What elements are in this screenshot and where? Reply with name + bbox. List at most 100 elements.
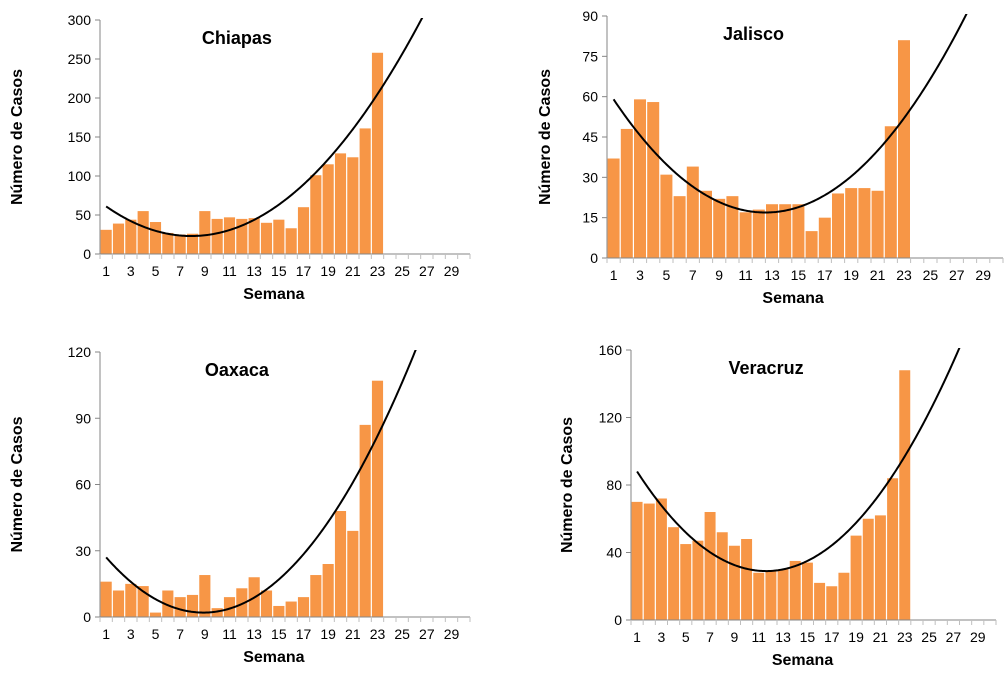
bar-semana-14 <box>779 204 792 258</box>
x-tick-label: 19 <box>843 267 859 283</box>
bar-semana-5 <box>680 544 692 620</box>
y-tick-label: 60 <box>75 477 91 493</box>
x-tick-label: 23 <box>370 626 386 642</box>
x-tick-label: 29 <box>444 626 460 642</box>
x-tick-label: 11 <box>222 626 237 642</box>
bar-semana-4 <box>668 527 680 620</box>
bar-semana-10 <box>741 539 753 620</box>
y-tick-label: 75 <box>582 48 598 64</box>
x-tick-label: 15 <box>271 626 287 642</box>
bar-semana-2 <box>112 223 125 254</box>
bar-semana-5 <box>149 612 162 617</box>
bar-semana-17 <box>818 217 831 258</box>
y-tick-label: 0 <box>614 612 622 628</box>
bar-semana-6 <box>162 232 174 254</box>
y-tick-label: 300 <box>68 12 92 28</box>
bar-semana-13 <box>777 569 789 620</box>
x-tick-label: 5 <box>682 629 690 645</box>
x-tick-label: 19 <box>320 263 336 279</box>
bar-semana-6 <box>692 540 704 620</box>
chart-panel-jalisco: 0 15 30 45 60 75 90 1 3 5 7 9 11 13 15 17 19 21 23 25 27 29 Ja… <box>528 0 1006 330</box>
x-tick-label: 27 <box>419 263 435 279</box>
x-tick-label: 27 <box>949 267 965 283</box>
bar-semana-23 <box>371 52 384 255</box>
bar-semana-6 <box>673 196 686 258</box>
bar-semana-3 <box>655 498 667 620</box>
bar-semana-17 <box>297 207 310 254</box>
bar-semana-1 <box>100 229 112 254</box>
x-tick-label: 29 <box>970 629 986 645</box>
bar-semana-18 <box>838 572 850 620</box>
x-tick-label: 17 <box>296 626 312 642</box>
bar-semana-7 <box>174 234 186 254</box>
trendline <box>105 350 417 614</box>
x-tick-label: 7 <box>176 626 184 642</box>
bar-semana-16 <box>285 228 297 254</box>
bar-series <box>631 370 911 620</box>
bar-semana-15 <box>801 562 813 620</box>
x-tick-label: 17 <box>817 267 833 283</box>
x-axis-label: Semana <box>762 290 823 307</box>
x-tick-label: 27 <box>419 626 435 642</box>
bar-semana-2 <box>112 590 125 617</box>
bar-semana-20 <box>862 518 874 620</box>
x-tick-label: 15 <box>800 629 816 645</box>
y-axis-label: Número de Casos <box>559 417 576 553</box>
bar-semana-14 <box>260 222 273 254</box>
bar-semana-18 <box>832 193 844 258</box>
bar-semana-22 <box>359 424 371 617</box>
x-tick-label: 23 <box>896 267 912 283</box>
bar-semana-9 <box>199 211 211 254</box>
y-tick-label: 250 <box>68 51 92 67</box>
bar-semana-2 <box>620 128 633 258</box>
x-axis-label: Semana <box>243 286 304 303</box>
x-axis-label: Semana <box>243 649 304 666</box>
x-tick-label: 17 <box>296 263 312 279</box>
bar-semana-10 <box>211 608 223 617</box>
x-tick-label: 5 <box>152 626 160 642</box>
bar-semana-8 <box>716 532 728 620</box>
x-tick-label: 11 <box>222 263 237 279</box>
bar-semana-22 <box>359 128 371 254</box>
bar-semana-15 <box>273 219 285 254</box>
x-tick-label: 13 <box>246 626 262 642</box>
x-tick-label: 25 <box>394 626 410 642</box>
bar-semana-1 <box>607 158 620 258</box>
bar-semana-8 <box>186 594 199 617</box>
bar-semana-19 <box>845 188 858 258</box>
chart-panel-oaxaca: 0 30 60 90 120 1 3 5 7 9 11 13 15 17 19 21 23 25 27 29 Oaxac… <box>0 340 500 677</box>
trendline <box>612 14 968 214</box>
bar-semana-23 <box>898 40 910 259</box>
y-tick-label: 45 <box>582 129 598 145</box>
x-tick-label: 29 <box>444 263 460 279</box>
bar-semana-22 <box>884 126 897 258</box>
bar-semana-12 <box>236 588 248 617</box>
bar-semana-21 <box>874 515 886 620</box>
y-tick-label: 90 <box>582 8 598 24</box>
x-tick-label: 29 <box>975 267 991 283</box>
x-tick-label: 19 <box>320 626 336 642</box>
chart-title: Chiapas <box>202 28 272 48</box>
bar-semana-12 <box>236 218 248 254</box>
x-tick-label: 19 <box>848 629 864 645</box>
x-tick-label: 13 <box>764 267 780 283</box>
bar-semana-9 <box>199 575 211 617</box>
bar-semana-15 <box>792 204 805 258</box>
bar-semana-20 <box>858 188 871 258</box>
x-tick-label: 9 <box>731 629 739 645</box>
bar-semana-8 <box>186 233 199 254</box>
x-tick-label: 25 <box>921 629 937 645</box>
bar-semana-20 <box>334 153 347 254</box>
bar-semana-4 <box>647 102 660 259</box>
x-tick-label: 27 <box>946 629 962 645</box>
y-tick-label: 0 <box>83 609 91 625</box>
bar-semana-17 <box>826 586 838 620</box>
trendline <box>636 348 961 573</box>
x-tick-label: 11 <box>751 629 766 645</box>
chart-title: Oaxaca <box>205 360 270 380</box>
bar-semana-19 <box>850 535 862 620</box>
y-tick-label: 15 <box>582 210 598 226</box>
y-tick-label: 120 <box>599 410 623 426</box>
